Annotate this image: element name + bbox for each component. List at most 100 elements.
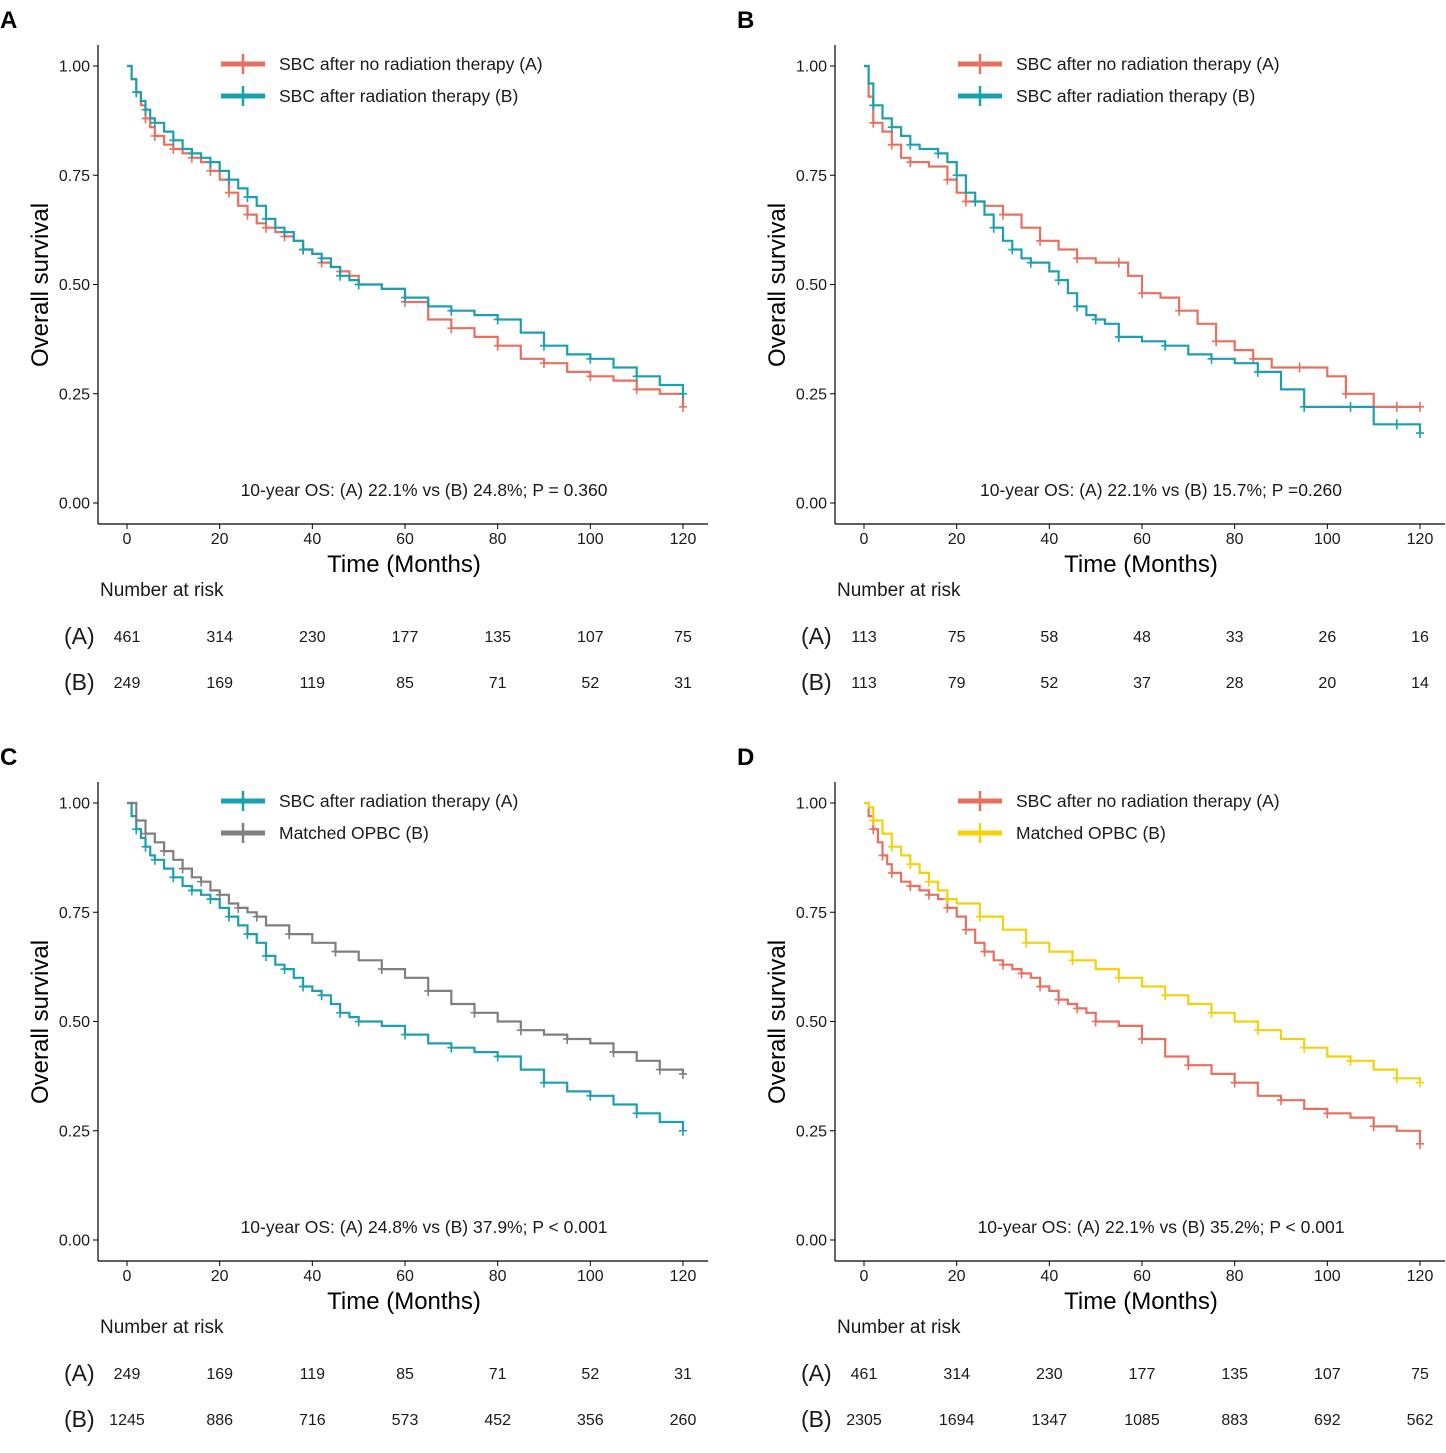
- censor-mark: [586, 1090, 595, 1101]
- x-tick-label: 40: [303, 1268, 321, 1285]
- censor-mark: [943, 902, 952, 913]
- risk-count: 113: [851, 629, 877, 646]
- x-tick-label: 80: [489, 1268, 507, 1285]
- panel-d: D 0.00 0.25 0.50 0.75 1.00 0 20 40 60 80 100 120 Time…: [737, 737, 1446, 1453]
- y-tick-label: 0.75: [59, 905, 90, 922]
- risk-group-label: (B): [801, 669, 832, 695]
- panel-c: C 0.00 0.25 0.50 0.75 1.00 0 20 40 60 80 100 120 Time…: [0, 737, 723, 1453]
- censor-mark: [1392, 401, 1401, 412]
- risk-count: 28: [1226, 675, 1244, 692]
- legend-item-a: SBC after radiation therapy (A): [221, 791, 518, 811]
- censor-mark: [1207, 1007, 1216, 1018]
- censor-mark: [1036, 235, 1045, 246]
- risk-count: 230: [299, 629, 326, 646]
- censor-mark: [924, 876, 933, 887]
- censor-mark: [1392, 419, 1401, 430]
- censor-mark: [331, 946, 340, 957]
- x-axis-title: Time (Months): [1064, 1288, 1218, 1315]
- censor-mark: [632, 371, 641, 382]
- y-tick-label: 0.00: [796, 1233, 827, 1250]
- risk-table-title: Number at risk: [837, 580, 961, 601]
- legend-label: SBC after no radiation therapy (A): [1016, 54, 1280, 74]
- censor-mark: [150, 130, 159, 141]
- censor-mark: [906, 881, 915, 892]
- series-line-a: [127, 64, 685, 407]
- censor-mark: [493, 1051, 502, 1062]
- censor-mark: [679, 401, 687, 412]
- censor-mark: [206, 165, 215, 176]
- risk-count: 573: [392, 1412, 419, 1429]
- censor-mark: [563, 1033, 572, 1044]
- risk-count: 886: [206, 1412, 233, 1429]
- legend-label: SBC after radiation therapy (B): [1016, 86, 1255, 106]
- panel-label: A: [0, 7, 17, 34]
- risk-count: 692: [1314, 1412, 1341, 1429]
- censor-marks-b: [869, 815, 1424, 1088]
- risk-count: 113: [851, 675, 877, 692]
- risk-count: 1694: [939, 1412, 975, 1429]
- censor-mark: [243, 192, 252, 203]
- censor-mark: [887, 841, 896, 852]
- y-axis-title: Overall survival: [764, 203, 791, 367]
- risk-count: 716: [299, 1412, 326, 1429]
- km-chart-c: C 0.00 0.25 0.50 0.75 1.00 0 20 40 60 80 100 120 Time…: [0, 744, 708, 1432]
- y-tick-label: 1.00: [59, 59, 90, 76]
- censor-mark: [1091, 314, 1100, 325]
- risk-group-label: (A): [801, 1360, 832, 1386]
- censor-mark: [1207, 353, 1216, 364]
- risk-count: 71: [489, 1366, 507, 1383]
- censor-mark: [1008, 244, 1017, 255]
- x-tick-label: 0: [123, 1268, 132, 1285]
- censor-marks-a: [132, 87, 687, 412]
- risk-count: 314: [206, 629, 233, 646]
- risk-count: 314: [943, 1366, 970, 1383]
- x-tick-label: 120: [670, 531, 697, 548]
- y-tick-label: 0.50: [796, 1014, 827, 1031]
- x-tick-label: 40: [1040, 1268, 1058, 1285]
- censor-mark: [1184, 1060, 1193, 1071]
- y-tick-label: 0.00: [59, 1233, 90, 1250]
- panel-label: D: [737, 744, 754, 771]
- risk-count: 1085: [1124, 1412, 1160, 1429]
- risk-table-title: Number at risk: [837, 1317, 961, 1338]
- censor-mark: [961, 924, 970, 935]
- y-tick-label: 0.25: [59, 1123, 90, 1140]
- x-tick-label: 20: [948, 531, 966, 548]
- risk-count: 169: [206, 675, 233, 692]
- censor-marks-a: [132, 824, 687, 1136]
- censor-mark: [1300, 401, 1309, 412]
- censor-mark: [540, 1077, 548, 1088]
- y-tick-label: 0.75: [796, 905, 827, 922]
- censor-mark: [187, 148, 196, 159]
- risk-count: 249: [114, 675, 141, 692]
- risk-count: 107: [577, 629, 604, 646]
- legend-label: SBC after no radiation therapy (A): [279, 54, 543, 74]
- censor-mark: [869, 824, 878, 835]
- censor-mark: [679, 388, 687, 399]
- censor-mark: [1073, 253, 1082, 264]
- risk-count: 461: [851, 1366, 878, 1383]
- censor-mark: [540, 358, 548, 369]
- censor-mark: [1369, 1121, 1378, 1132]
- risk-count: 52: [581, 1366, 599, 1383]
- risk-group-label: (A): [801, 623, 832, 649]
- y-tick-label: 1.00: [796, 796, 827, 813]
- censor-mark: [1091, 1016, 1100, 1027]
- risk-count: 119: [300, 675, 326, 692]
- censor-mark: [1416, 1138, 1424, 1149]
- censor-mark: [609, 1047, 618, 1058]
- censor-mark: [1323, 1108, 1332, 1119]
- censor-mark: [1300, 1042, 1309, 1053]
- series-line-b: [864, 64, 1422, 434]
- y-tick-label: 1.00: [796, 59, 827, 76]
- censor-mark: [887, 122, 896, 133]
- censor-mark: [447, 1042, 456, 1053]
- y-tick-label: 0.50: [59, 1014, 90, 1031]
- censor-mark: [141, 841, 150, 852]
- censor-mark: [169, 872, 178, 883]
- censor-mark: [887, 867, 896, 878]
- censor-mark: [1068, 955, 1077, 966]
- x-tick-label: 100: [577, 531, 604, 548]
- censor-mark: [447, 305, 456, 316]
- y-axis-title: Overall survival: [764, 940, 791, 1104]
